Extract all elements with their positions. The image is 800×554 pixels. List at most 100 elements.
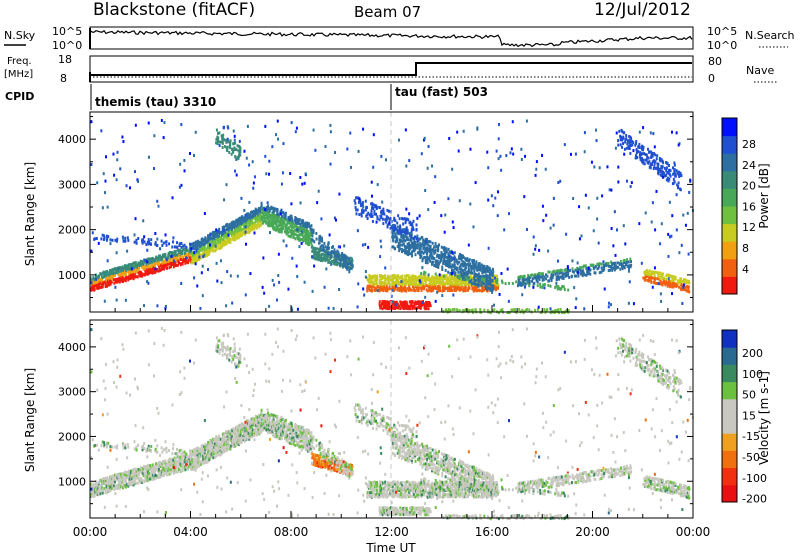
power-cell <box>439 278 442 282</box>
power-cell <box>256 215 259 219</box>
power-cell <box>619 138 622 142</box>
power-cell <box>495 274 498 278</box>
power-cell <box>406 236 409 240</box>
power-cell <box>667 179 670 183</box>
power-cell <box>534 308 537 312</box>
power-cell <box>376 217 379 221</box>
power-cell <box>325 253 328 257</box>
power-cell <box>388 302 391 306</box>
power-cell <box>193 247 196 251</box>
power-cell <box>623 260 626 264</box>
power-cell <box>160 239 163 243</box>
power-cell <box>481 287 484 291</box>
power-cell <box>444 253 447 257</box>
velocity-cell <box>165 469 168 473</box>
power-cell <box>120 272 123 276</box>
power-cell <box>667 254 670 258</box>
power-cell <box>367 286 370 290</box>
power-cell <box>200 271 203 275</box>
power-cell <box>298 245 301 249</box>
power-cell <box>393 226 396 230</box>
power-cell <box>327 254 330 258</box>
power-cell <box>366 286 369 290</box>
power-cell <box>434 276 437 280</box>
power-cell <box>147 281 150 285</box>
power-cell <box>651 160 654 164</box>
power-cell <box>376 276 379 280</box>
power-cell <box>576 271 579 275</box>
power-cell <box>145 262 148 266</box>
power-cell <box>350 261 353 265</box>
power-cell <box>621 130 624 134</box>
power-cell <box>596 267 599 271</box>
power-cell <box>383 287 386 291</box>
power-cell <box>229 141 232 145</box>
power-cell <box>655 189 658 193</box>
power-cell <box>497 286 500 290</box>
power-cell <box>213 232 216 236</box>
power-cell <box>421 236 424 240</box>
power-cell <box>162 241 165 245</box>
power-cell <box>676 183 679 187</box>
power-cell <box>325 267 328 271</box>
velocity-cell <box>170 467 173 471</box>
power-cell <box>441 282 444 286</box>
power-cell <box>610 303 613 307</box>
power-cell <box>386 208 389 212</box>
power-cell <box>106 272 109 276</box>
power-cell <box>438 255 441 259</box>
power-cell <box>266 214 269 218</box>
power-cell <box>324 145 327 149</box>
power-cell <box>91 231 94 235</box>
power-cell <box>246 124 249 128</box>
power-cell <box>656 271 659 275</box>
power-cell <box>464 287 467 291</box>
power-cell <box>382 207 385 211</box>
power-cell <box>538 278 541 282</box>
power-cell <box>202 255 205 259</box>
power-cell <box>482 268 485 272</box>
power-cell <box>200 246 203 250</box>
power-cell <box>407 274 410 278</box>
power-cell <box>392 283 395 287</box>
power-cell <box>415 283 418 287</box>
power-cell <box>350 165 353 169</box>
power-cell <box>306 230 309 234</box>
power-cell <box>419 242 422 246</box>
power-cell <box>300 230 303 234</box>
power-cell <box>204 236 207 240</box>
power-cell <box>366 284 369 288</box>
power-cell <box>480 280 483 284</box>
power-cell <box>385 277 388 281</box>
power-cell <box>122 267 125 271</box>
power-cell <box>329 253 332 257</box>
power-cell <box>327 243 330 247</box>
power-cell <box>437 264 440 268</box>
power-cell <box>364 208 367 212</box>
velocity-cell <box>170 469 173 473</box>
power-cell <box>228 238 231 242</box>
power-cell <box>386 300 389 304</box>
power-cell <box>464 308 467 312</box>
power-cell <box>237 217 240 221</box>
power-ytick-label-3: 4000 <box>58 133 86 146</box>
power-cell <box>268 304 271 308</box>
power-cell <box>268 231 271 235</box>
power-cell <box>652 132 655 136</box>
power-cell <box>360 204 363 208</box>
power-cell <box>106 284 109 288</box>
power-cell <box>170 263 173 267</box>
power-cell <box>440 257 443 261</box>
power-cell <box>280 214 283 218</box>
power-cell <box>523 274 526 278</box>
power-cell <box>517 275 520 279</box>
power-cell <box>460 258 463 262</box>
power-cell <box>403 287 406 291</box>
power-cell <box>199 241 202 245</box>
power-cell <box>283 221 286 225</box>
power-cell <box>282 142 285 146</box>
power-cell <box>367 245 370 249</box>
power-cell <box>614 146 617 150</box>
power-cell <box>104 179 107 183</box>
power-cell <box>406 250 409 254</box>
